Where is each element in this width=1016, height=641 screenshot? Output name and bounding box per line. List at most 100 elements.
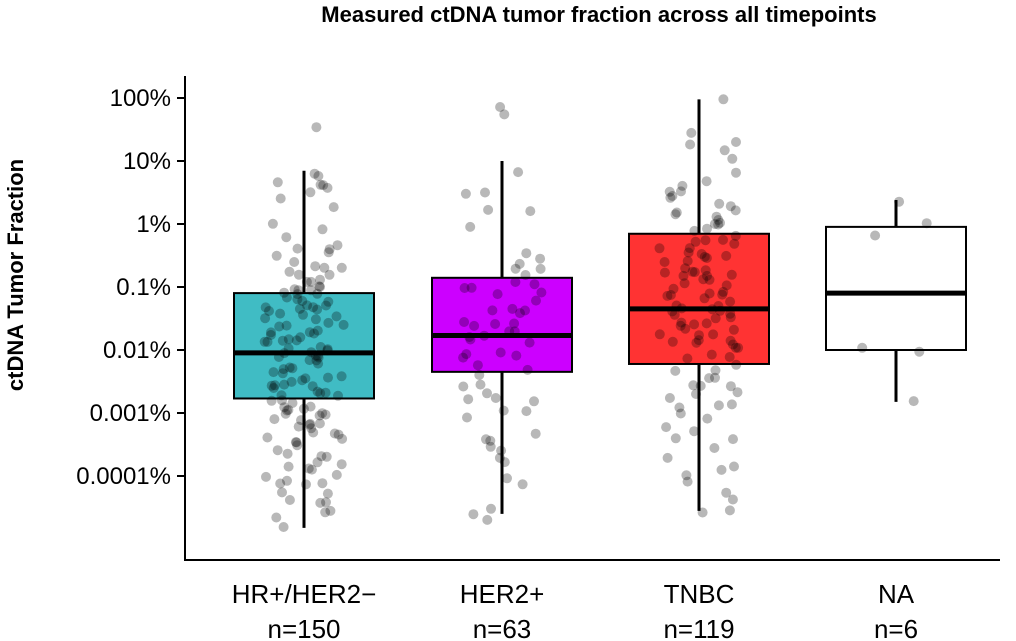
data-point xyxy=(331,311,342,322)
data-point xyxy=(702,270,712,281)
data-point xyxy=(309,168,320,179)
data-point xyxy=(306,423,317,434)
data-point xyxy=(682,476,693,487)
data-point xyxy=(462,412,472,423)
data-point xyxy=(701,318,712,329)
data-point xyxy=(718,234,728,245)
y-tick-label: 10% xyxy=(123,148,171,175)
data-point xyxy=(310,350,321,361)
data-point xyxy=(314,410,325,421)
data-point xyxy=(325,505,336,516)
data-point xyxy=(321,300,331,311)
data-point xyxy=(665,192,676,203)
data-point xyxy=(305,418,316,429)
data-point xyxy=(474,370,485,380)
data-point xyxy=(921,218,932,229)
data-point xyxy=(510,277,521,287)
data-point xyxy=(495,102,506,112)
data-point xyxy=(304,355,315,366)
data-point xyxy=(728,339,738,350)
data-point xyxy=(725,308,736,319)
data-point xyxy=(689,267,700,278)
data-point xyxy=(731,167,741,178)
data-point xyxy=(728,434,738,445)
data-point xyxy=(728,324,739,335)
data-point xyxy=(314,281,325,292)
data-point xyxy=(535,253,546,264)
data-point xyxy=(731,137,741,147)
data-point xyxy=(465,221,476,232)
data-point xyxy=(272,445,283,456)
data-point xyxy=(271,512,282,523)
data-point xyxy=(486,503,496,514)
data-point xyxy=(319,262,330,273)
data-point xyxy=(691,337,702,348)
data-point xyxy=(304,419,315,430)
data-point xyxy=(714,198,725,209)
data-point xyxy=(310,314,321,325)
data-point xyxy=(279,402,290,413)
data-point xyxy=(321,497,331,508)
data-point xyxy=(311,355,322,366)
data-point xyxy=(502,473,512,484)
data-point xyxy=(495,347,506,358)
data-point xyxy=(659,267,670,278)
data-point xyxy=(292,294,303,305)
data-point xyxy=(727,494,738,505)
data-point xyxy=(265,330,276,340)
data-point xyxy=(312,304,323,315)
data-point xyxy=(284,495,295,505)
box-group xyxy=(233,122,375,532)
data-point xyxy=(908,396,919,407)
data-point xyxy=(318,180,329,191)
data-point xyxy=(668,283,679,294)
data-point xyxy=(315,274,325,285)
data-point xyxy=(727,153,738,164)
data-point xyxy=(490,319,501,329)
data-point xyxy=(675,320,686,331)
data-point xyxy=(704,274,715,285)
data-point xyxy=(725,335,736,346)
data-point xyxy=(310,261,321,272)
data-point xyxy=(689,426,700,437)
data-point xyxy=(530,428,541,439)
data-point xyxy=(487,305,498,316)
data-point xyxy=(465,334,476,345)
category-count-label: n=63 xyxy=(473,614,532,641)
data-point xyxy=(281,292,292,303)
data-point xyxy=(725,201,736,212)
data-point xyxy=(312,457,323,468)
data-point xyxy=(272,177,283,188)
data-point xyxy=(701,176,712,187)
data-point xyxy=(336,459,347,470)
data-point xyxy=(702,223,712,234)
data-point xyxy=(715,305,726,316)
data-point xyxy=(301,479,311,490)
data-point xyxy=(458,381,469,392)
data-point xyxy=(292,243,303,254)
data-point xyxy=(683,247,694,258)
data-point xyxy=(707,304,718,315)
data-point xyxy=(716,464,727,475)
data-point xyxy=(308,302,319,313)
data-point xyxy=(303,463,314,474)
data-point xyxy=(320,507,331,518)
data-point xyxy=(654,329,665,340)
data-point xyxy=(499,109,510,120)
data-point xyxy=(266,380,277,391)
data-point xyxy=(291,335,302,346)
data-point xyxy=(324,244,335,255)
data-point xyxy=(316,451,327,462)
data-point xyxy=(732,387,743,398)
data-point xyxy=(274,321,285,332)
data-point xyxy=(725,381,736,392)
data-point xyxy=(332,240,343,251)
y-tick-label: 100% xyxy=(110,85,171,112)
data-point xyxy=(724,505,735,516)
data-point xyxy=(458,352,469,363)
data-point xyxy=(336,371,347,382)
data-point xyxy=(312,288,323,299)
data-point xyxy=(730,230,741,241)
data-point xyxy=(710,313,721,324)
category-label: HER2+ xyxy=(460,579,545,609)
